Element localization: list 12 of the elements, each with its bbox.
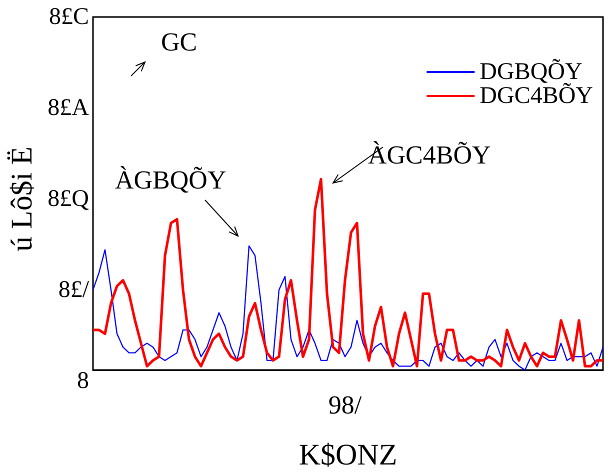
- text: 8: [77, 368, 89, 394]
- x-axis-title: K$ONZ: [298, 438, 398, 472]
- text: 8£A: [48, 95, 90, 121]
- text: 8£Q: [48, 186, 89, 212]
- text: 98/: [328, 390, 362, 420]
- legend-label: DGC4BÕY: [480, 82, 593, 109]
- y-axis-title: ú Lô$i Ë: [6, 146, 38, 252]
- text: GC: [161, 28, 198, 56]
- text: 8£C: [48, 4, 89, 30]
- annotation: ÀGBQÕY: [115, 166, 226, 194]
- text: ÀGC4BÕY: [368, 140, 492, 170]
- text: 8£/: [58, 277, 90, 303]
